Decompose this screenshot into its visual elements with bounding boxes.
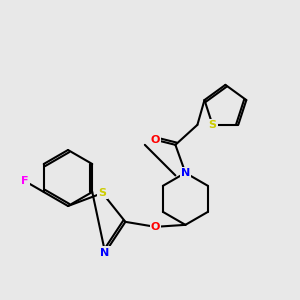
- Text: S: S: [98, 188, 106, 198]
- Text: O: O: [151, 222, 160, 232]
- Text: N: N: [100, 248, 110, 258]
- Text: O: O: [151, 135, 160, 145]
- Text: N: N: [181, 168, 190, 178]
- Text: S: S: [208, 120, 217, 130]
- Text: F: F: [21, 176, 28, 186]
